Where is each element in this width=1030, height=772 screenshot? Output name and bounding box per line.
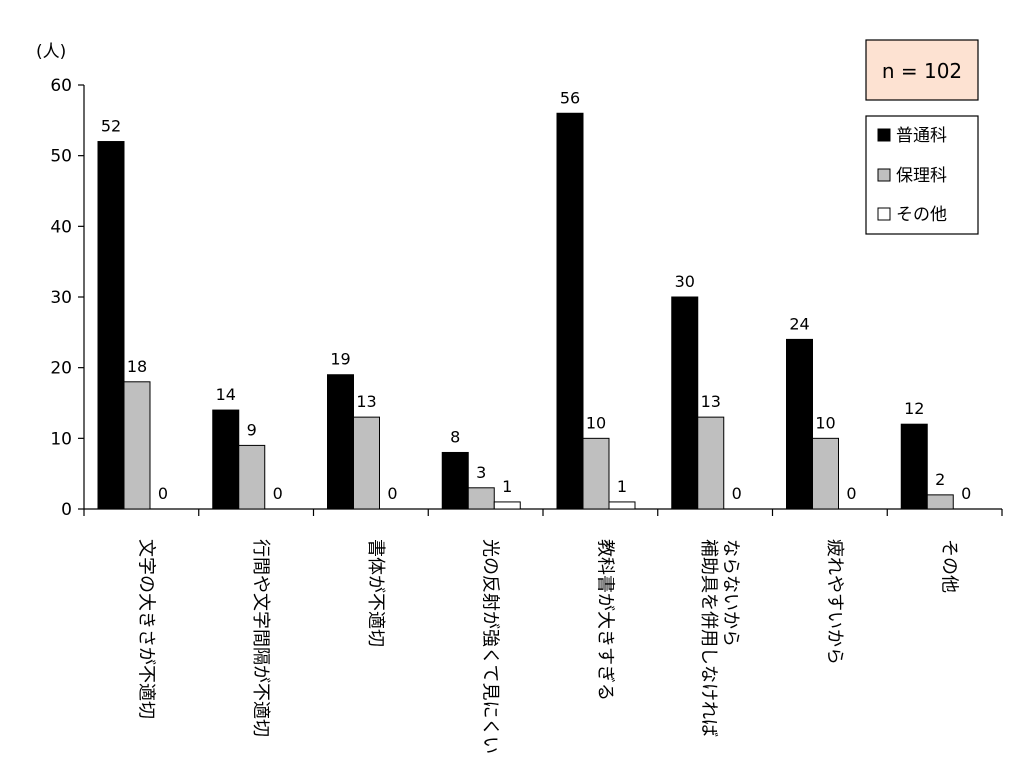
bar-series-0-cat-5 (671, 296, 699, 510)
legend-swatch-series-1 (877, 168, 891, 182)
category-labels: 文字の大きさが不適切 行間や文字間隔が不適切 書体が不適切 光の反射が強くて見にくい 教… (135, 539, 959, 754)
y-tick-label: 10 (50, 429, 72, 449)
bar-series-1-cat-6 (812, 437, 839, 510)
data-label: 0 (387, 484, 397, 503)
data-label: 8 (450, 427, 460, 446)
sample-size-box: n = 102 (865, 39, 979, 101)
data-label: 1 (617, 477, 627, 496)
bar-series-0-cat-3 (441, 451, 469, 510)
category-label: 書体が不適切 (365, 539, 386, 647)
bar-series-1-cat-7 (926, 494, 954, 510)
category-label: 行間や文字間隔が不適切 (250, 539, 271, 737)
legend-label-series-2: その他 (896, 205, 947, 225)
data-label: 30 (675, 272, 695, 291)
bar-series-2-cat-4 (608, 501, 636, 510)
bar-series-1-cat-5 (697, 416, 725, 510)
data-label: 0 (158, 484, 168, 503)
bar-series-2-cat-3 (493, 501, 521, 510)
bars (97, 112, 954, 510)
y-axis-label: (人) (36, 42, 66, 62)
category-label: 教科書が大きすぎる (594, 539, 615, 701)
data-label: 13 (701, 392, 721, 411)
data-label: 18 (127, 357, 147, 376)
data-label: 14 (216, 385, 236, 404)
bar-series-1-cat-2 (353, 416, 380, 510)
data-label: 24 (789, 314, 809, 333)
y-tick-label: 0 (61, 500, 72, 520)
data-label: 56 (560, 88, 580, 107)
data-label: 1 (502, 477, 512, 496)
data-label: 0 (273, 484, 283, 503)
legend-swatch-series-2 (877, 207, 891, 221)
data-label: 2 (935, 470, 945, 489)
y-tick-label: 60 (50, 76, 72, 96)
legend: 普通科 保理科 その他 (865, 115, 979, 235)
data-label: 3 (476, 463, 486, 482)
bar-series-0-cat-4 (556, 112, 584, 510)
category-label: その他 (939, 539, 960, 593)
data-label: 52 (101, 117, 121, 136)
legend-label-series-1: 保理科 (896, 166, 947, 186)
data-label: 0 (846, 484, 856, 503)
data-label: 10 (586, 413, 606, 432)
data-label: 19 (330, 350, 350, 369)
y-tick-label: 50 (50, 147, 72, 167)
legend-label-series-0: 普通科 (896, 126, 947, 146)
bar-series-1-cat-1 (238, 444, 266, 510)
category-label: 疲れやすいから (824, 539, 845, 665)
bar-series-1-cat-3 (467, 487, 495, 510)
data-label: 0 (961, 484, 971, 503)
category-label: 光の反射が強くて見にくい (480, 539, 501, 754)
data-label: 9 (247, 420, 257, 439)
data-label: 0 (732, 484, 742, 503)
bar-series-0-cat-2 (327, 374, 354, 510)
bar-series-1-cat-0 (123, 381, 151, 510)
data-label: 13 (356, 392, 376, 411)
category-label: 補助具を併用しなければ (698, 539, 719, 737)
data-label: 10 (815, 413, 835, 432)
data-label: 12 (904, 399, 924, 418)
y-tick-label: 30 (50, 288, 72, 308)
legend-swatch-series-0 (877, 128, 891, 142)
bar-series-0-cat-7 (900, 423, 928, 510)
y-tick-label: 20 (50, 359, 72, 379)
bar-series-1-cat-4 (582, 437, 610, 510)
category-label: ならないから (720, 539, 741, 647)
sample-size-label: n = 102 (882, 59, 962, 83)
bar-series-0-cat-6 (786, 338, 813, 510)
y-tick-label: 40 (50, 217, 72, 237)
bar-series-0-cat-0 (97, 141, 125, 510)
category-label: 文字の大きさが不適切 (135, 539, 156, 719)
bar-series-0-cat-1 (212, 409, 240, 510)
